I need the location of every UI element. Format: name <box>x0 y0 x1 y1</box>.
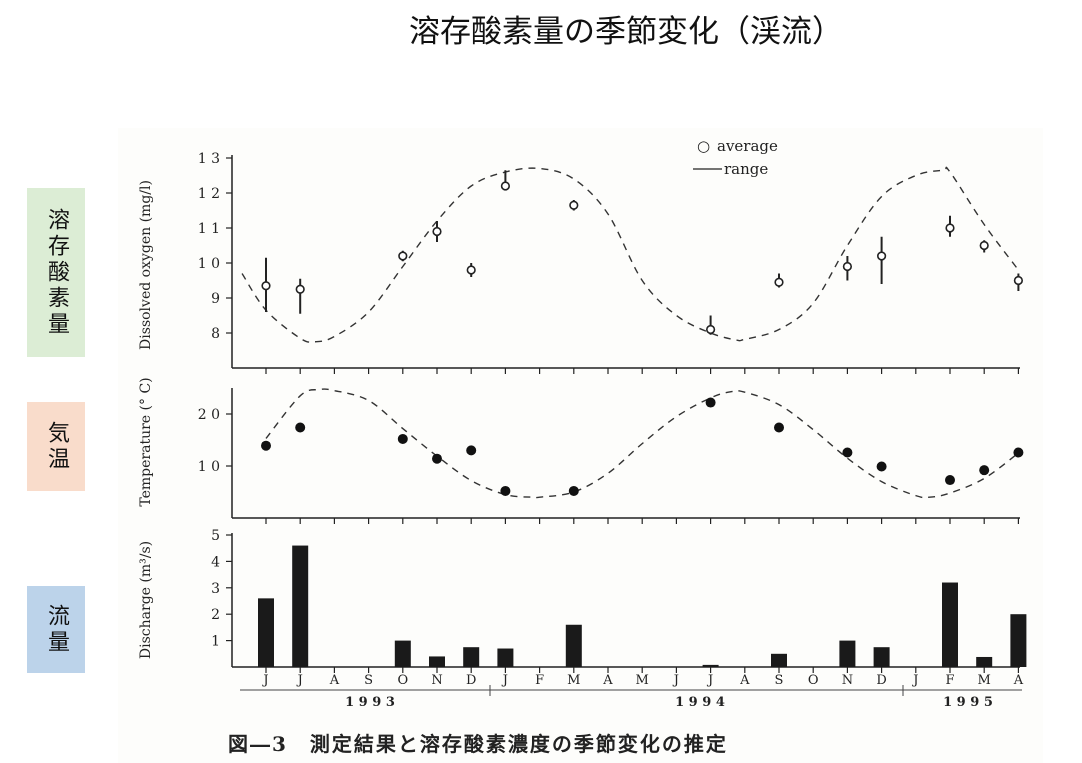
y-tick-label: 1 1 <box>198 221 220 237</box>
y-tick-label: 1 0 <box>198 256 220 272</box>
month-label: J <box>672 673 679 688</box>
month-label: A <box>329 673 340 688</box>
average-point <box>500 181 511 191</box>
temperature-point <box>876 461 887 472</box>
temperature-point <box>432 453 442 464</box>
average-point <box>466 265 476 275</box>
month-label: J <box>261 673 268 688</box>
year-label: 1 9 9 4 <box>675 695 725 710</box>
estimated-curve <box>241 166 1019 343</box>
temperature-point <box>774 422 784 433</box>
side-label-dissolved-oxygen: 溶存酸素量 <box>27 188 85 357</box>
discharge-bar <box>1010 614 1027 667</box>
discharge-bar <box>976 656 993 667</box>
estimated-curve <box>265 388 1019 499</box>
y-tick-label: 1 2 <box>198 186 220 202</box>
average-point <box>295 284 305 294</box>
discharge-bar <box>565 624 582 667</box>
discharge-bar <box>394 640 411 667</box>
temperature-point <box>1013 447 1024 458</box>
y-tick-label: 5 <box>211 528 220 544</box>
average-point <box>979 240 989 251</box>
temperature-point <box>261 440 271 451</box>
average-point <box>261 281 271 291</box>
temperature-point <box>945 475 955 486</box>
y-axis-label-temperature: Temperature (° C) <box>138 377 154 506</box>
y-tick-label: 9 <box>211 291 220 307</box>
temperature-point <box>397 433 408 444</box>
legend-range-label: range <box>724 160 768 178</box>
month-label: D <box>876 673 886 688</box>
average-point <box>705 324 716 335</box>
month-label: J <box>296 673 303 688</box>
average-point <box>945 223 955 233</box>
discharge-bar <box>942 582 958 667</box>
figure-caption: 図―3 測定結果と溶存酸素濃度の季節変化の推定 <box>228 732 728 756</box>
y-tick-label: 1 <box>211 634 220 650</box>
average-point <box>774 277 784 287</box>
month-label: A <box>602 673 613 688</box>
discharge-bar <box>463 647 480 667</box>
month-label: D <box>466 673 476 688</box>
month-label: F <box>535 673 544 688</box>
month-label: O <box>397 673 408 688</box>
discharge-bar <box>258 598 274 667</box>
temperature-point <box>568 485 579 496</box>
y-tick-label: 3 <box>211 581 220 597</box>
average-point <box>876 251 887 261</box>
y-axis-label-dissolved-oxygen: Dissolved oxygen (mg/l) <box>138 180 154 350</box>
discharge-bar <box>839 640 856 667</box>
legend-average-marker: ○ <box>697 137 710 155</box>
year-label: 1 9 9 5 <box>943 695 993 710</box>
average-point <box>398 251 408 261</box>
average-point <box>569 200 579 210</box>
month-label: F <box>945 673 954 688</box>
temperature-point <box>500 485 511 496</box>
y-tick-label: 2 <box>211 607 220 623</box>
temperature-point <box>295 422 306 433</box>
legend-average-label: average <box>717 137 778 155</box>
month-label: J <box>501 673 508 688</box>
temperature-point <box>466 445 477 456</box>
month-label: S <box>775 673 784 688</box>
month-label: J <box>911 673 918 688</box>
month-label: N <box>431 673 442 688</box>
month-label: M <box>567 673 580 688</box>
month-label: J <box>706 673 713 688</box>
month-label: M <box>636 673 649 688</box>
month-label: A <box>739 673 750 688</box>
page-title: 溶存酸素量の季節変化（渓流） <box>409 14 843 50</box>
y-tick-label: 1 3 <box>198 151 220 167</box>
discharge-bar <box>292 545 309 667</box>
discharge-bar <box>429 656 445 667</box>
temperature-point <box>979 465 990 476</box>
discharge-bar <box>873 647 890 667</box>
side-label-discharge: 流量 <box>27 586 85 673</box>
y-tick-label: 1 0 <box>198 459 220 475</box>
discharge-bar <box>497 648 514 667</box>
month-label: A <box>1013 673 1024 688</box>
y-tick-label: 4 <box>211 554 220 570</box>
month-label: M <box>978 673 991 688</box>
year-label: 1 9 9 3 <box>345 695 395 710</box>
month-label: O <box>808 673 819 688</box>
average-point <box>842 261 853 272</box>
month-label: N <box>842 673 853 688</box>
average-point <box>1013 275 1024 286</box>
discharge-bar <box>771 653 787 667</box>
y-axis-label-discharge: Discharge (m³/s) <box>138 541 154 659</box>
y-tick-label: 8 <box>211 326 220 342</box>
average-point <box>432 226 442 237</box>
temperature-point <box>705 397 716 408</box>
month-label: S <box>364 673 373 688</box>
temperature-point <box>842 447 853 458</box>
discharge-bar <box>702 664 719 667</box>
y-tick-label: 2 0 <box>198 407 220 423</box>
side-label-temperature: 気温 <box>27 402 85 491</box>
